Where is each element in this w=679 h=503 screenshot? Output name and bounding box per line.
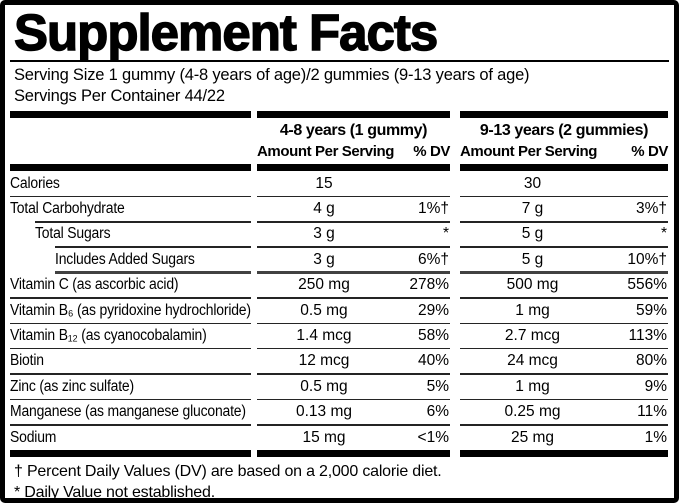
header-group-9-13: 9-13 years (2 gummies) Amount Per Servin… xyxy=(460,111,668,171)
header-name-column xyxy=(10,111,251,171)
amount-4-8: 12 mcg xyxy=(298,352,350,370)
dv-9-13: * xyxy=(660,225,667,243)
table-row-vitamin-b12: Vitamin B₁₂ (as cyanocobalamin) 1.4 mcg 5… xyxy=(10,322,669,348)
dv-4-8: 5% xyxy=(426,377,449,395)
dv-9-13: 9% xyxy=(644,377,667,395)
dv-9-13: 10%† xyxy=(627,250,667,268)
table-header: 4-8 years (1 gummy) Amount Per Serving %… xyxy=(10,111,669,171)
dv-4-8: 29% xyxy=(417,301,449,319)
table-row-sodium: Sodium 15 mg <1% 25 mg 1% xyxy=(10,424,669,450)
nutrient-name: Vitamin B₁₂ (as cyanocobalamin) xyxy=(10,327,207,345)
table-row-vitamin-c: Vitamin C (as ascorbic acid) 250 mg 278% … xyxy=(10,271,669,298)
page-title: Supplement Facts xyxy=(10,5,669,62)
table-row-biotin: Biotin 12 mcg 40% 24 mcg 80% xyxy=(10,347,669,374)
nutrient-name: Total Sugars xyxy=(35,225,111,243)
amount-9-13: 2.7 mcg xyxy=(504,327,561,345)
serving-size-text: Serving Size 1 gummy (4-8 years of age)/… xyxy=(14,66,530,84)
amount-4-8: 0.5 mg xyxy=(300,377,348,395)
amount-9-13: 7 g xyxy=(521,200,544,218)
age-group-label: 4-8 years (1 gummy) xyxy=(279,122,428,139)
table-row-manganese: Manganese (as manganese gluconate) 0.13 … xyxy=(10,398,669,425)
amount-per-serving-label: Amount Per Serving xyxy=(257,143,394,160)
dv-4-8: 6%† xyxy=(417,250,449,268)
table-row-zinc: Zinc (as zinc sulfate) 0.5 mg 5% 1 mg 9% xyxy=(10,373,669,399)
footnote-daily-values: † Percent Daily Values (DV) are based on… xyxy=(14,463,442,481)
table-row-includes-added-sugars: Includes Added Sugars 3 g 6%† 5 g 10%† xyxy=(10,246,669,272)
nutrient-name: Vitamin C (as ascorbic acid) xyxy=(10,276,179,294)
bottom-rule-bar xyxy=(257,164,450,171)
dv-9-13: 113% xyxy=(628,327,668,345)
dv-4-8: <1% xyxy=(417,428,449,446)
amount-4-8: 15 mg xyxy=(302,428,346,446)
dv-4-8: 1%† xyxy=(417,200,449,218)
amount-9-13: 5 g xyxy=(521,225,544,243)
dv-9-13: 1% xyxy=(644,428,667,446)
amount-4-8: 0.13 mg xyxy=(295,403,352,421)
header-group-4-8: 4-8 years (1 gummy) Amount Per Serving %… xyxy=(257,111,450,171)
amount-4-8: 0.5 mg xyxy=(300,301,348,319)
nutrient-name: Sodium xyxy=(10,428,57,446)
percent-dv-label: % DV xyxy=(413,143,450,160)
bottom-rule-bar xyxy=(460,164,668,171)
amount-9-13: 30 xyxy=(523,174,542,192)
amount-4-8: 4 g xyxy=(313,200,335,218)
nutrient-name: Zinc (as zinc sulfate) xyxy=(10,377,134,395)
nutrient-name: Includes Added Sugars xyxy=(55,250,195,268)
dv-9-13: 3%† xyxy=(635,200,667,218)
footnote-dv-not-established: * Daily Value not established. xyxy=(14,483,215,501)
table-row-vitamin-b6: Vitamin B₆ (as pyridoxine hydrochloride)… xyxy=(10,297,669,323)
top-rule-bar xyxy=(257,111,450,118)
amount-9-13: 1 mg xyxy=(515,301,550,319)
amount-9-13: 24 mcg xyxy=(507,352,558,370)
dv-9-13: 80% xyxy=(635,352,667,370)
dv-9-13: 11% xyxy=(637,403,667,421)
table-row-total-carbohydrate: Total Carbohydrate 4 g 1%† 7 g 3%† xyxy=(10,195,669,221)
dv-9-13: 59% xyxy=(635,301,667,319)
dv-4-8: 6% xyxy=(426,403,449,421)
amount-9-13: 25 mg xyxy=(510,428,555,446)
dv-4-8: 40% xyxy=(417,352,449,370)
bottom-rule-bar xyxy=(10,164,251,171)
nutrient-name: Calories xyxy=(10,174,60,192)
percent-dv-label: % DV xyxy=(631,143,668,160)
amount-9-13: 5 g xyxy=(521,250,544,268)
top-rule-bar xyxy=(10,111,251,118)
dv-4-8: 58% xyxy=(417,327,449,345)
age-group-label: 9-13 years (2 gummies) xyxy=(479,122,649,139)
amount-9-13: 1 mg xyxy=(515,377,550,395)
table-bottom-rule xyxy=(10,450,669,458)
nutrient-name: Vitamin B₆ (as pyridoxine hydrochloride) xyxy=(10,301,251,319)
bottom-rule-bar xyxy=(460,450,668,458)
dv-4-8: * xyxy=(442,225,449,243)
dv-4-8: 278% xyxy=(409,276,449,294)
nutrient-table: Calories 15 30 Total Carbohydrate 4 g 1%†… xyxy=(10,171,669,450)
top-rule-bar xyxy=(460,111,668,118)
table-row-total-sugars: Total Sugars 3 g * 5 g * xyxy=(10,221,669,247)
bottom-rule-bar xyxy=(257,450,450,458)
amount-4-8: 250 mg xyxy=(298,276,350,294)
nutrient-name: Biotin xyxy=(10,352,44,370)
amount-4-8: 3 g xyxy=(313,250,335,268)
servings-per-container-text: Servings Per Container 44/22 xyxy=(14,87,225,105)
amount-4-8: 1.4 mcg xyxy=(296,327,352,345)
table-row-calories: Calories 15 30 xyxy=(10,171,669,196)
dv-9-13: 556% xyxy=(627,276,667,294)
bottom-rule-bar xyxy=(10,450,251,458)
nutrient-name: Manganese (as manganese gluconate) xyxy=(10,403,246,421)
amount-4-8: 3 g xyxy=(313,225,335,243)
amount-per-serving-label: Amount Per Serving xyxy=(460,143,597,160)
amount-4-8: 15 xyxy=(315,174,333,192)
amount-9-13: 0.25 mg xyxy=(504,403,561,421)
amount-9-13: 500 mg xyxy=(506,276,559,294)
nutrient-name: Total Carbohydrate xyxy=(10,200,125,218)
